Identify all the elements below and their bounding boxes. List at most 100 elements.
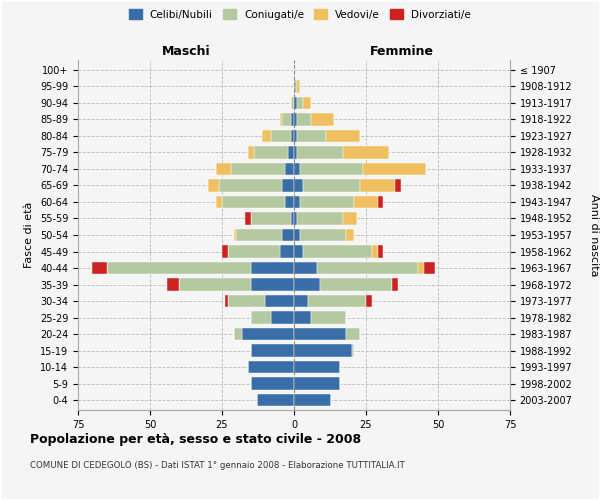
Bar [311,113,334,126]
Bar [251,378,294,390]
Bar [395,180,401,192]
Bar [326,130,360,142]
Bar [300,229,346,241]
Y-axis label: Anni di nascita: Anni di nascita [589,194,599,276]
Bar [230,163,286,175]
Bar [248,146,254,158]
Bar [294,229,300,241]
Bar [297,212,343,224]
Bar [302,246,372,258]
Bar [222,196,286,208]
Bar [352,344,355,357]
Bar [233,328,242,340]
Bar [283,113,291,126]
Legend: Celibi/Nubili, Coniugati/e, Vedovi/e, Divorziati/e: Celibi/Nubili, Coniugati/e, Vedovi/e, Di… [125,5,475,24]
Bar [294,394,331,406]
Bar [300,196,355,208]
Bar [424,262,435,274]
Bar [92,262,107,274]
Bar [311,312,346,324]
Bar [297,80,300,92]
Bar [294,146,297,158]
Bar [208,180,219,192]
Bar [286,163,294,175]
Bar [294,328,346,340]
Bar [222,246,228,258]
Bar [228,246,280,258]
Bar [280,246,294,258]
Text: COMUNE DI CEDEGOLO (BS) - Dati ISTAT 1° gennaio 2008 - Elaborazione TUTTITALIA.I: COMUNE DI CEDEGOLO (BS) - Dati ISTAT 1° … [30,460,405,469]
Bar [262,130,271,142]
Bar [317,262,418,274]
Bar [366,295,372,307]
Bar [265,295,294,307]
Bar [294,262,317,274]
Bar [271,312,294,324]
Bar [360,180,395,192]
Bar [294,246,302,258]
Bar [294,312,311,324]
Bar [291,130,294,142]
Bar [257,394,294,406]
Bar [363,163,427,175]
Bar [294,295,308,307]
Bar [219,180,283,192]
Bar [294,130,297,142]
Bar [233,229,236,241]
Bar [288,146,294,158]
Bar [251,344,294,357]
Bar [216,163,230,175]
Bar [254,146,288,158]
Bar [372,246,377,258]
Bar [286,196,294,208]
Bar [216,196,222,208]
Bar [294,212,297,224]
Bar [346,328,360,340]
Bar [294,378,340,390]
Bar [245,212,251,224]
Text: Popolazione per età, sesso e stato civile - 2008: Popolazione per età, sesso e stato civil… [30,432,361,446]
Text: Femmine: Femmine [370,46,434,59]
Y-axis label: Fasce di età: Fasce di età [25,202,34,268]
Bar [302,180,360,192]
Bar [377,246,383,258]
Bar [297,96,302,109]
Bar [251,278,294,290]
Bar [294,278,320,290]
Bar [294,180,302,192]
Bar [294,96,297,109]
Bar [242,328,294,340]
Bar [179,278,251,290]
Bar [302,96,311,109]
Bar [271,130,291,142]
Bar [343,146,389,158]
Bar [297,130,326,142]
Bar [251,312,271,324]
Bar [248,361,294,374]
Bar [283,229,294,241]
Bar [283,180,294,192]
Bar [107,262,251,274]
Bar [294,163,300,175]
Bar [355,196,377,208]
Bar [291,96,294,109]
Bar [251,212,291,224]
Bar [294,361,340,374]
Text: Maschi: Maschi [161,46,211,59]
Bar [392,278,398,290]
Bar [294,344,352,357]
Bar [251,262,294,274]
Bar [294,80,297,92]
Bar [300,163,363,175]
Bar [308,295,366,307]
Bar [418,262,424,274]
Bar [320,278,392,290]
Bar [343,212,358,224]
Bar [294,113,297,126]
Bar [297,146,343,158]
Bar [297,113,311,126]
Bar [225,295,228,307]
Bar [291,113,294,126]
Bar [346,229,355,241]
Bar [228,295,265,307]
